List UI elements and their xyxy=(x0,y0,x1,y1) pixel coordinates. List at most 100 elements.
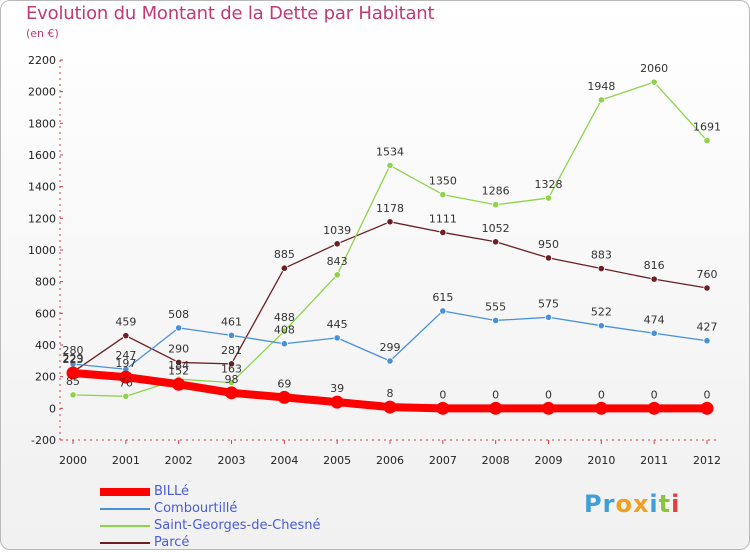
data-point xyxy=(280,340,288,348)
y-tick-label: -200 xyxy=(31,434,56,447)
data-point xyxy=(650,78,658,86)
logo-letter: o xyxy=(615,490,633,518)
data-label: 1286 xyxy=(482,185,510,198)
x-tick-label: 2002 xyxy=(165,454,193,467)
data-point xyxy=(650,275,658,283)
data-point xyxy=(122,332,130,340)
data-point xyxy=(330,395,344,409)
data-point xyxy=(386,357,394,365)
logo-letter: P xyxy=(584,490,603,518)
data-label: 85 xyxy=(66,375,80,388)
y-tick-label: 1800 xyxy=(28,117,56,130)
data-point xyxy=(700,401,714,415)
data-point xyxy=(597,264,605,273)
data-label: 885 xyxy=(274,248,295,261)
data-point xyxy=(436,401,450,415)
legend-swatch xyxy=(100,488,150,496)
x-tick-label: 2011 xyxy=(640,454,668,467)
data-label: 427 xyxy=(697,321,718,334)
data-label: 816 xyxy=(644,259,665,272)
data-point xyxy=(383,400,397,414)
data-label: 555 xyxy=(485,300,506,313)
data-point xyxy=(597,322,605,330)
logo-letter: x xyxy=(632,490,650,518)
data-point xyxy=(544,254,553,262)
y-tick-label: 1400 xyxy=(28,181,56,194)
data-label: 488 xyxy=(274,311,295,324)
data-label: 1691 xyxy=(693,121,721,134)
data-label: 69 xyxy=(277,377,291,390)
data-point xyxy=(489,401,503,415)
data-label: 1178 xyxy=(376,202,404,215)
data-point xyxy=(492,238,500,246)
data-point xyxy=(119,370,133,384)
legend-swatch xyxy=(100,525,150,527)
x-tick-label: 2010 xyxy=(587,454,615,467)
legend-swatch xyxy=(100,542,150,544)
data-label: 184 xyxy=(168,359,189,372)
data-point xyxy=(439,228,447,237)
data-point xyxy=(594,401,608,415)
data-point xyxy=(280,264,288,272)
data-point xyxy=(227,331,236,339)
data-point xyxy=(703,284,711,292)
data-label: 0 xyxy=(492,388,499,401)
logo-letter: r xyxy=(602,490,616,518)
y-tick-label: 2000 xyxy=(28,86,56,99)
legend-label: BILLé xyxy=(154,484,190,499)
data-label: 0 xyxy=(704,388,711,401)
data-point xyxy=(492,201,500,209)
data-label: 0 xyxy=(545,388,552,401)
data-point xyxy=(492,316,500,325)
data-point xyxy=(225,386,238,400)
x-tick-label: 2009 xyxy=(535,454,563,467)
legend-label: Parcé xyxy=(154,535,190,550)
data-label: 408 xyxy=(274,324,295,337)
data-label: 843 xyxy=(327,255,348,268)
data-label: 1039 xyxy=(323,224,351,237)
data-label: 280 xyxy=(63,344,84,357)
data-point xyxy=(333,334,341,342)
data-point xyxy=(597,96,605,104)
data-label: 1052 xyxy=(482,222,510,235)
data-point xyxy=(280,327,288,335)
data-label: 1534 xyxy=(376,145,404,158)
data-point xyxy=(66,366,80,380)
data-label: 229 xyxy=(63,352,84,365)
data-label: 163 xyxy=(221,363,242,376)
data-label: 290 xyxy=(168,342,189,355)
data-point xyxy=(542,401,555,415)
y-tick-label: 1200 xyxy=(28,212,56,225)
y-tick-label: 800 xyxy=(35,276,56,289)
data-point xyxy=(175,358,183,367)
legend-label: Combourtillé xyxy=(154,501,238,516)
data-point xyxy=(650,329,658,337)
data-label: 883 xyxy=(591,249,612,262)
y-tick-label: 200 xyxy=(35,371,56,384)
y-tick-label: 0 xyxy=(49,402,56,415)
data-point xyxy=(703,337,711,345)
y-tick-label: 1600 xyxy=(28,149,56,162)
x-tick-label: 2012 xyxy=(693,454,721,467)
y-tick-label: 400 xyxy=(35,339,56,352)
data-label: 152 xyxy=(168,364,189,377)
chart-title: Evolution du Montant de la Dette par Hab… xyxy=(26,3,435,24)
data-point xyxy=(172,377,186,391)
data-label: 8 xyxy=(387,387,394,400)
data-label: 98 xyxy=(225,373,239,386)
data-point xyxy=(439,307,447,315)
data-label: 522 xyxy=(591,306,612,319)
data-label: 76 xyxy=(119,376,133,389)
data-label: 0 xyxy=(598,388,605,401)
logo-letter: i xyxy=(649,490,659,518)
y-tick-label: 600 xyxy=(35,307,56,320)
data-point xyxy=(277,390,291,404)
data-label: 1948 xyxy=(587,80,615,93)
data-label: 1111 xyxy=(429,212,457,225)
data-label: 223 xyxy=(63,353,84,366)
data-label: 1328 xyxy=(535,178,563,191)
data-point xyxy=(386,218,394,226)
data-label: 950 xyxy=(538,238,559,251)
x-tick-label: 2006 xyxy=(376,454,404,467)
